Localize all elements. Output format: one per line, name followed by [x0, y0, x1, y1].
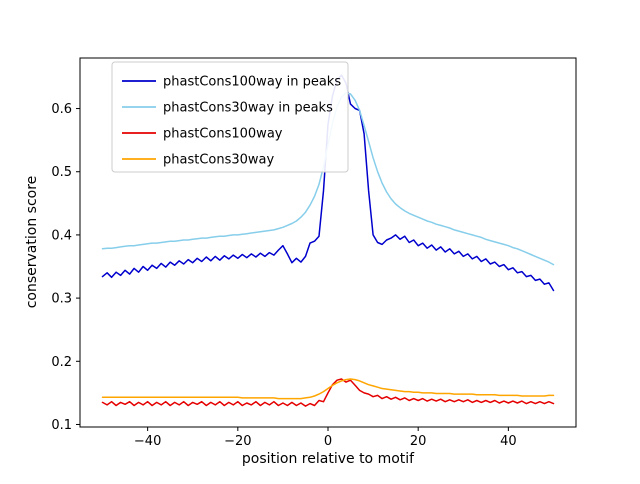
- y-tick-label: 0.3: [51, 292, 72, 307]
- y-tick-label: 0.2: [51, 355, 72, 370]
- legend-label-phastcons100way: phastCons100way: [163, 127, 283, 142]
- y-tick-label: 0.6: [51, 102, 72, 117]
- legend-box: [111, 61, 349, 173]
- x-axis-label: position relative to motif: [242, 451, 415, 467]
- legend: phastCons100way in peaks phastCons30way i…: [111, 61, 349, 173]
- legend-label-phastcons30way: phastCons30way: [163, 153, 275, 168]
- series-line-phastcons30way: [101, 378, 555, 400]
- legend-label-phastcons30way-in-peaks: phastCons30way in peaks: [163, 101, 333, 116]
- series-line-phastcons100way: [101, 378, 555, 407]
- axes: −40 −20 0 20 40 0.1 0.2 0.3 0.4 0.5 0.6: [51, 57, 577, 449]
- x-tick-label: 40: [500, 434, 517, 449]
- x-tick-label: −40: [134, 434, 161, 449]
- x-tick-label: −20: [224, 434, 251, 449]
- legend-label-phastcons100way-in-peaks: phastCons100way in peaks: [163, 75, 341, 90]
- x-tick-label: 20: [410, 434, 427, 449]
- y-tick-label: 0.4: [51, 228, 72, 243]
- y-tick-label: 0.1: [51, 418, 72, 433]
- y-axis-label: conservation score: [24, 176, 40, 309]
- y-tick-label: 0.5: [51, 165, 72, 180]
- x-tick-label: 0: [324, 434, 332, 449]
